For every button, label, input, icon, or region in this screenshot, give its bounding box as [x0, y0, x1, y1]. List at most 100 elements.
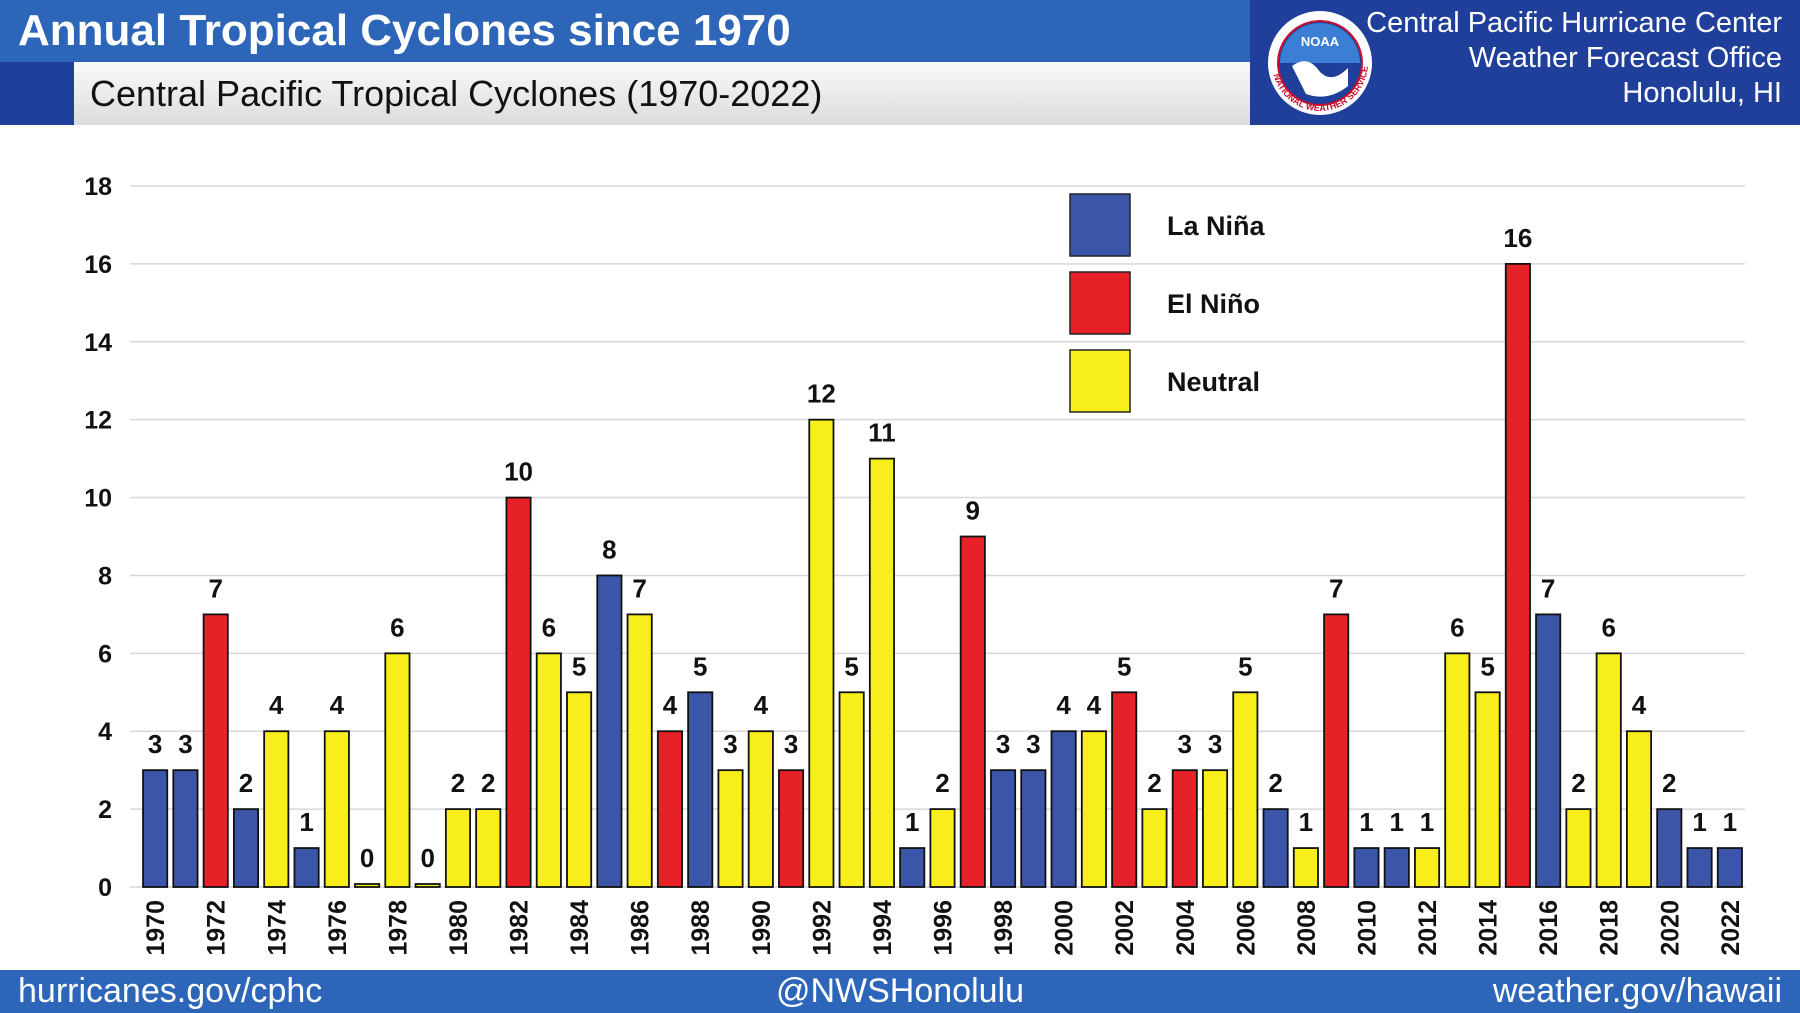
value-label-1981: 2 — [481, 768, 495, 798]
value-label-1991: 3 — [784, 729, 798, 759]
bar-1988 — [687, 691, 714, 888]
bar-1975 — [293, 847, 320, 888]
office-name-block: Central Pacific Hurricane Center Weather… — [1366, 6, 1782, 111]
x-tick-2020: 2020 — [1656, 900, 1684, 956]
x-tick-2018: 2018 — [1596, 900, 1624, 956]
value-label-1973: 2 — [239, 768, 253, 798]
x-tick-2016: 2016 — [1535, 900, 1563, 956]
value-label-1975: 1 — [299, 807, 313, 837]
x-tick-1988: 1988 — [687, 900, 715, 956]
value-label-2017: 2 — [1571, 768, 1585, 798]
bar-2012 — [1414, 847, 1441, 888]
y-tick-16: 16 — [84, 251, 112, 279]
logo-noaa-text: NOAA — [1301, 34, 1340, 49]
bars — [142, 262, 1743, 888]
bar-2015 — [1504, 262, 1531, 888]
bar-1982 — [505, 496, 532, 888]
bar-2009 — [1323, 613, 1350, 888]
value-label-2020: 2 — [1662, 768, 1676, 798]
bar-1995 — [899, 847, 926, 888]
value-label-2016: 7 — [1541, 573, 1555, 603]
x-tick-1970: 1970 — [142, 900, 170, 956]
bar-2014 — [1474, 691, 1501, 888]
bar-2020 — [1656, 808, 1683, 888]
x-tick-1996: 1996 — [930, 900, 958, 956]
x-tick-1982: 1982 — [506, 900, 534, 956]
legend: La Niña El Niño Neutral — [1069, 193, 1266, 413]
value-label-2009: 7 — [1329, 573, 1343, 603]
bar-2008 — [1292, 847, 1319, 888]
value-label-2010: 1 — [1359, 807, 1373, 837]
bar-1998 — [990, 769, 1017, 888]
office-line-2: Weather Forecast Office — [1468, 42, 1782, 74]
x-tick-1978: 1978 — [384, 900, 412, 956]
footer-left-link[interactable]: hurricanes.gov/cphc — [18, 972, 323, 1010]
value-label-2002: 5 — [1117, 651, 1131, 681]
value-label-2015: 16 — [1503, 223, 1532, 253]
footer-center-handle[interactable]: @NWSHonolulu — [775, 972, 1025, 1010]
x-tick-2022: 2022 — [1717, 900, 1745, 956]
bar-2017 — [1565, 808, 1592, 888]
legend-swatch-E — [1069, 271, 1131, 335]
bar-1989 — [717, 769, 744, 888]
bar-1972 — [202, 613, 229, 888]
x-tick-1994: 1994 — [869, 900, 897, 956]
bar-1981 — [475, 808, 502, 888]
bar-1994 — [868, 457, 895, 888]
bar-2000 — [1050, 730, 1077, 888]
value-label-1985: 8 — [602, 534, 616, 564]
bar-1971 — [172, 769, 199, 888]
value-label-1994: 11 — [868, 418, 896, 448]
bar-1984 — [566, 691, 593, 888]
value-label-2003: 2 — [1147, 768, 1161, 798]
office-line-3: Honolulu, HI — [1622, 77, 1782, 109]
legend-swatch-L — [1069, 193, 1131, 257]
value-label-1979: 0 — [420, 843, 434, 873]
value-label-2006: 5 — [1238, 651, 1252, 681]
x-tick-1974: 1974 — [263, 900, 291, 956]
x-tick-1980: 1980 — [445, 900, 473, 956]
value-label-2005: 3 — [1208, 729, 1222, 759]
x-tick-1992: 1992 — [808, 900, 836, 956]
bar-1983 — [535, 652, 562, 888]
y-tick-6: 6 — [98, 640, 112, 668]
bar-1980 — [444, 808, 471, 888]
bar-2001 — [1080, 730, 1107, 888]
x-tick-2000: 2000 — [1051, 900, 1079, 956]
value-label-1983: 6 — [542, 612, 556, 642]
bar-1978 — [384, 652, 411, 888]
value-label-1978: 6 — [390, 612, 404, 642]
x-tick-1986: 1986 — [627, 900, 655, 956]
x-tick-2012: 2012 — [1414, 900, 1442, 956]
value-label-2011: 1 — [1390, 807, 1404, 837]
bar-1985 — [596, 574, 623, 888]
value-label-1980: 2 — [451, 768, 465, 798]
x-tick-2010: 2010 — [1353, 900, 1381, 956]
value-label-2022: 1 — [1723, 807, 1737, 837]
bar-2018 — [1595, 652, 1622, 888]
value-label-1982: 10 — [504, 457, 533, 487]
chart-subtitle: Central Pacific Tropical Cyclones (1970-… — [74, 62, 1250, 125]
bar-2013 — [1444, 652, 1471, 888]
value-label-1986: 7 — [632, 573, 646, 603]
bar-1973 — [232, 808, 260, 888]
value-label-2008: 1 — [1299, 807, 1313, 837]
y-tick-10: 10 — [84, 485, 112, 513]
footer-right-link[interactable]: weather.gov/hawaii — [1492, 972, 1782, 1010]
x-tick-1990: 1990 — [748, 900, 776, 956]
legend-label-L: La Niña — [1167, 211, 1266, 241]
bar-2019 — [1625, 730, 1653, 888]
bar-1996 — [929, 808, 956, 888]
value-label-1974: 4 — [269, 690, 284, 720]
value-label-1970: 3 — [148, 729, 162, 759]
value-label-1998: 3 — [996, 729, 1010, 759]
value-label-2001: 4 — [1087, 690, 1102, 720]
value-label-2021: 1 — [1692, 807, 1706, 837]
bar-1970 — [142, 769, 169, 888]
bar-1987 — [656, 730, 683, 888]
bar-1991 — [778, 769, 805, 888]
title-accent-strip — [0, 62, 74, 125]
legend-label-N: Neutral — [1167, 367, 1260, 397]
